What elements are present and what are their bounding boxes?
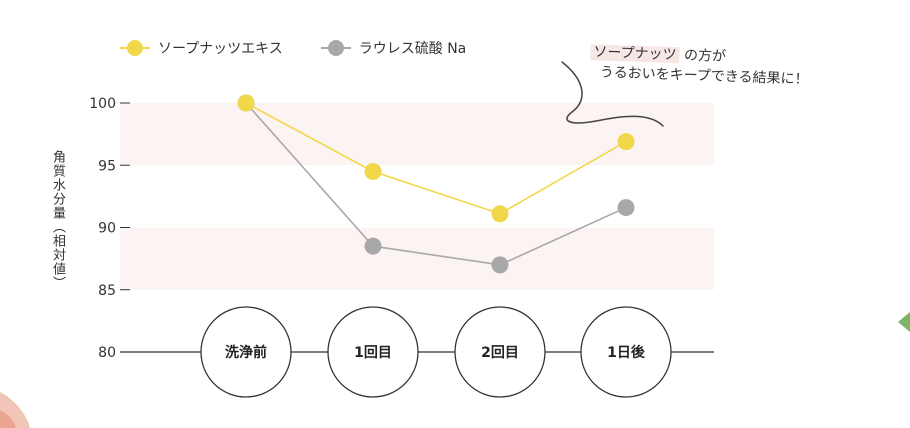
series-1-point-2 [491, 256, 509, 274]
legend: ソープナッツエキス ラウレス硫酸 Na [120, 38, 466, 58]
legend-label-soapnut: ソープナッツエキス [158, 41, 283, 57]
legend-swatch-soapnut [120, 40, 150, 56]
legend-item-soapnut: ソープナッツエキス [120, 38, 283, 58]
band-1 [120, 227, 714, 290]
y-axis-ticks: 80 85 90 95 100 [89, 96, 130, 361]
y-tick-label-4: 100 [89, 96, 116, 112]
series-0-point-0 [237, 94, 255, 112]
y-tick-label-3: 95 [98, 158, 116, 174]
annotation-decoration [0, 61, 910, 428]
category-label-1: 1回目 [354, 345, 392, 361]
band-0 [120, 103, 714, 166]
category-circle-1 [327, 306, 419, 398]
annotation-squiggle [561, 61, 664, 127]
flower-petal-left [0, 410, 16, 428]
background-bands [120, 103, 714, 290]
series-line-0 [245, 102, 627, 215]
series-0-point-3 [617, 133, 635, 151]
annotation-highlight: ソープナッツ [590, 44, 680, 64]
legend-item-sls: ラウレス硫酸 Na [320, 38, 467, 58]
category-circle-0 [200, 306, 292, 398]
y-tick-label-2: 90 [98, 221, 116, 237]
category-label-3: 1日後 [607, 344, 646, 361]
category-circle-2 [454, 306, 546, 398]
series-0-point-1 [364, 162, 382, 180]
legend-label-sls: ラウレス硫酸 Na [358, 41, 467, 57]
category-label-0: 洗浄前 [225, 344, 267, 361]
category-circles: 洗浄前 1回目 2回目 1日後 [200, 306, 672, 398]
series-line-1 [245, 102, 627, 266]
series-0-point-2 [491, 205, 509, 223]
category-circle-3 [580, 306, 672, 398]
annotation-note: ソープナッツ の方が うるおいをキープできる結果に！ [589, 42, 809, 90]
annotation-line-1-rest: の方が [683, 47, 727, 65]
y-tick-label-0: 80 [98, 345, 116, 361]
y-tick-label-1: 85 [98, 283, 116, 299]
series-layer [237, 94, 635, 274]
category-label-2: 2回目 [481, 345, 519, 361]
y-axis-label: 角質水分量（相対値） [50, 150, 65, 290]
series-1-point-1 [364, 237, 382, 255]
legend-swatch-sls [320, 40, 351, 56]
leaf-decoration-right [898, 312, 910, 332]
series-1-point-3 [617, 199, 635, 217]
